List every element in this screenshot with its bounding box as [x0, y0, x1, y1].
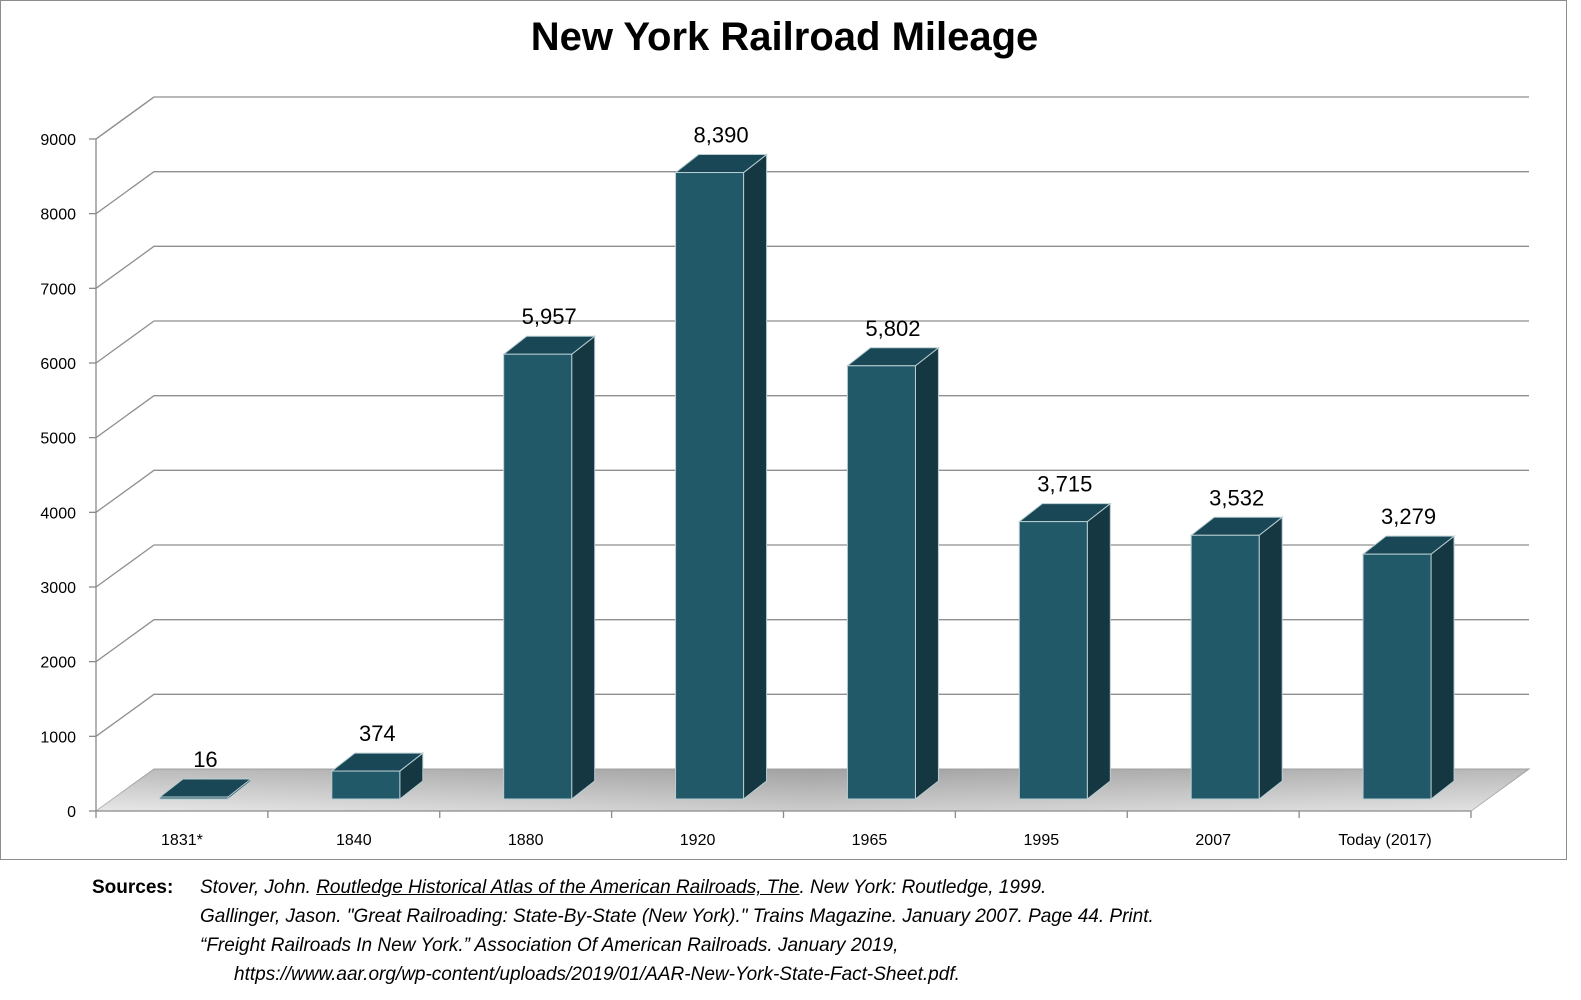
gridline	[95, 245, 1529, 289]
x-tick-label: 2007	[1195, 832, 1231, 849]
source-line-4: https://www.aar.org/wp-content/uploads/2…	[234, 964, 960, 985]
gridline	[95, 544, 1529, 588]
bar	[158, 777, 253, 801]
sources-label: Sources:	[92, 877, 174, 898]
gridline	[95, 469, 1529, 513]
y-tick-label: 5000	[40, 431, 76, 448]
data-label: 374	[359, 721, 396, 746]
y-tick-label: 6000	[40, 356, 76, 373]
floor-shade	[96, 769, 1529, 811]
bar-side	[914, 346, 939, 801]
source-1-title: Routledge Historical Atlas of the Americ…	[316, 877, 800, 898]
x-tick-label: 1831*	[161, 832, 203, 849]
chart-title: New York Railroad Mileage	[530, 15, 1039, 59]
data-label: 3,279	[1381, 504, 1436, 529]
bar-side	[1430, 535, 1455, 801]
data-label: 3,532	[1209, 485, 1264, 510]
x-tick-label: 1920	[680, 832, 716, 849]
bar-front	[159, 796, 229, 800]
bar-side	[1086, 502, 1111, 801]
bar	[1189, 516, 1284, 801]
bar-front	[846, 365, 916, 800]
data-label: 16	[193, 747, 217, 772]
data-label: 3,715	[1037, 472, 1092, 497]
bar	[1361, 535, 1456, 801]
y-tick-label: 0	[67, 804, 76, 821]
bar-chart: 0 1000 2000 3000 4000 5000 6000 7000 8000 9000 183…	[40, 96, 1531, 849]
bar-side	[1258, 516, 1283, 801]
data-label: 8,390	[694, 123, 749, 148]
y-tick-label: 3000	[40, 580, 76, 597]
gridline	[95, 96, 1529, 140]
data-label: 5,957	[522, 304, 577, 329]
bar-front	[1190, 534, 1260, 800]
y-tick-label: 8000	[40, 207, 76, 224]
x-tick-label: 1840	[336, 832, 372, 849]
x-tick-label: Today (2017)	[1338, 832, 1431, 849]
bars	[158, 153, 1456, 801]
y-tick-label: 4000	[40, 505, 76, 522]
y-axis-depth	[95, 96, 155, 140]
bar-front	[1018, 521, 1088, 800]
bar-front	[503, 353, 573, 800]
gridline	[95, 619, 1529, 663]
source-line-1: Stover, John. Routledge Historical Atlas…	[200, 873, 1046, 902]
data-labels: 16 374 5,957 8,390 5,802 3,715 3,532 3,279	[193, 123, 1436, 772]
bar	[845, 346, 940, 801]
bar-side	[743, 153, 768, 801]
bar	[330, 752, 425, 801]
y-tick-label: 9000	[40, 132, 76, 149]
bar-front	[1362, 553, 1432, 800]
y-tick-label: 1000	[40, 729, 76, 746]
axes: 0 1000 2000 3000 4000 5000 6000 7000 8000 9000 183…	[40, 96, 1472, 849]
bar	[674, 153, 769, 801]
chart-frame: 0 1000 2000 3000 4000 5000 6000 7000 8000 9000 183…	[0, 0, 1567, 860]
source-line-2: Gallinger, Jason. "Great Railroading: St…	[200, 906, 1154, 927]
gridline	[95, 693, 1529, 737]
bar	[502, 335, 597, 801]
bar-front	[331, 770, 401, 800]
source-1-suffix: . New York: Routledge, 1999.	[799, 877, 1047, 898]
bar	[1017, 502, 1112, 801]
source-1-prefix: Stover, John.	[200, 877, 317, 898]
gridline	[95, 320, 1529, 364]
x-tick-label: 1995	[1024, 832, 1060, 849]
data-label: 5,802	[865, 316, 920, 341]
bar-side	[571, 335, 596, 801]
x-tick-label: 1880	[508, 832, 544, 849]
y-tick-label: 7000	[40, 281, 76, 298]
bar-front	[675, 172, 745, 800]
source-line-3: “Freight Railroads In New York.” Associa…	[200, 935, 899, 956]
gridline	[95, 171, 1529, 215]
gridline	[95, 395, 1529, 439]
chart-floor	[94, 768, 1531, 812]
x-tick-label: 1965	[852, 832, 888, 849]
gridlines	[95, 96, 1529, 737]
y-tick-label: 2000	[40, 655, 76, 672]
